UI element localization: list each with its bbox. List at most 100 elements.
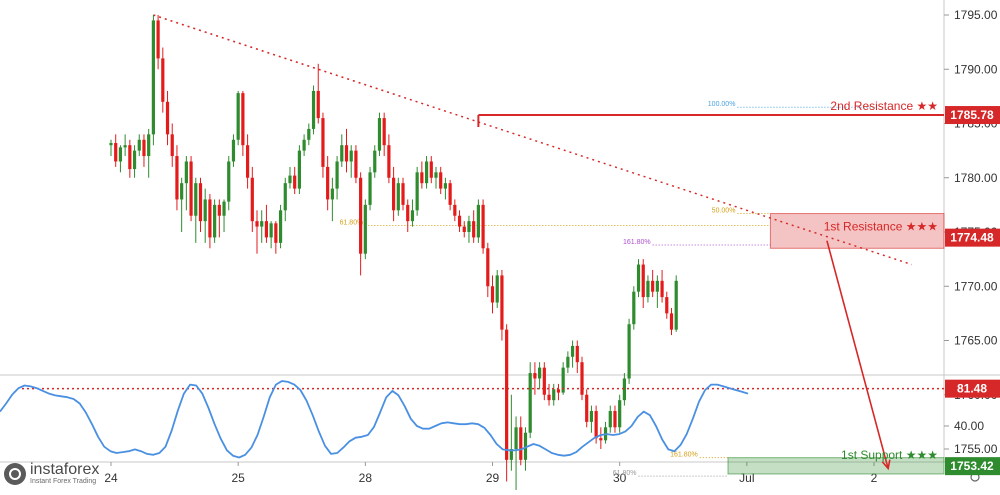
x-tick-label: 25 (231, 471, 245, 485)
candle-body (137, 139, 141, 151)
y-tick-label: 1780.00 (954, 171, 998, 185)
resistance-zone (769, 213, 945, 249)
candle-body (462, 226, 466, 232)
candle-body (453, 204, 457, 216)
candle-body (349, 150, 353, 162)
x-tick-label: Jul (739, 471, 754, 485)
candle-body (500, 275, 504, 330)
candle-body (580, 362, 584, 395)
candle-body (123, 145, 127, 148)
candle-body (589, 411, 594, 422)
candle-body (420, 172, 424, 184)
candle-body (217, 204, 221, 216)
x-tick-label: 30 (613, 471, 627, 485)
brand-tagline: Instant Forex Trading (30, 478, 97, 485)
candle-body (373, 150, 377, 173)
candle-body (424, 161, 429, 184)
candle-body (641, 264, 645, 298)
candle-body (542, 367, 546, 395)
candle-body (302, 139, 306, 151)
x-tick-label: 28 (359, 471, 373, 485)
y-tick-label: 1795.00 (954, 8, 998, 22)
fib-label: 100.00% (708, 101, 736, 108)
fib-label: 161.80% (623, 239, 651, 246)
candle-body (377, 118, 382, 151)
candle-body (189, 161, 193, 216)
candle-body (241, 93, 245, 146)
candle-body (519, 427, 523, 460)
candle-body (165, 101, 170, 135)
x-tick-label: 29 (486, 471, 500, 485)
level-badge-value: 1774.48 (950, 231, 994, 245)
candle-body (274, 223, 278, 243)
candle-body (368, 172, 372, 205)
candle-body (227, 161, 231, 202)
candle-body (410, 210, 415, 222)
candle-body (255, 221, 259, 227)
candle-body (505, 329, 509, 460)
candle-body (109, 143, 113, 146)
candle-body (231, 139, 236, 162)
candle-body (264, 221, 269, 238)
candle-body (448, 183, 452, 205)
candle-body (655, 280, 659, 292)
candle-body (429, 161, 433, 178)
fib-label: 161.80% (670, 452, 698, 459)
candle-body (382, 118, 386, 146)
candle-body (396, 183, 400, 211)
candle-body (636, 264, 641, 292)
level-badge-value: 1785.78 (950, 108, 994, 122)
candle-body (575, 345, 579, 363)
candle-body (198, 183, 203, 222)
candle-body (481, 204, 485, 249)
candle-body (472, 221, 476, 238)
candle-body (321, 118, 325, 167)
osc-y-tick-label: 40.00 (954, 419, 984, 433)
oscillator-series-line (0, 380, 749, 459)
candle-body (514, 427, 518, 449)
candle-body (236, 93, 240, 140)
candle-body (608, 411, 612, 428)
y-tick-label: 1790.00 (954, 62, 998, 76)
candle-body (142, 139, 146, 157)
candle-body (316, 90, 320, 119)
fib-label: 61.80% (340, 219, 364, 226)
candle-body (118, 147, 123, 162)
projection-arrow-head (881, 459, 891, 471)
candle-body (335, 161, 339, 189)
level-badge (945, 106, 1000, 125)
candle-body (632, 291, 636, 325)
candle-body (151, 20, 155, 135)
brand-globe-icon (4, 463, 26, 485)
candle-body (387, 145, 391, 178)
candle-body (194, 183, 198, 216)
level-badge (945, 457, 1000, 476)
candle-body (618, 400, 622, 428)
candle-body (330, 188, 334, 200)
downtrend-line (153, 14, 912, 266)
candle-body (132, 150, 137, 170)
candle-body (260, 221, 264, 227)
x-tick-label: 2 (871, 471, 878, 485)
candle-body (311, 90, 316, 129)
candle-body (538, 367, 542, 379)
level-badge-value: 1753.42 (950, 459, 994, 473)
y-tick-label: 1770.00 (954, 279, 998, 293)
y-tick-label: 1755.00 (954, 442, 998, 456)
candle-body (359, 177, 363, 254)
candle-body (363, 204, 367, 254)
candle-body (674, 280, 678, 330)
y-tick-label: 1765.00 (954, 334, 998, 348)
candle-body (561, 367, 565, 393)
candle-body (392, 177, 396, 211)
candle-body (533, 373, 537, 379)
candle-body (326, 166, 330, 200)
candle-body (594, 411, 598, 439)
oscillator-level-value: 81.48 (957, 382, 987, 396)
candle-body (184, 161, 188, 184)
candle-body (208, 199, 212, 238)
brand-text: instaforex Instant Forex Trading (30, 462, 99, 486)
candle-body (613, 411, 617, 428)
